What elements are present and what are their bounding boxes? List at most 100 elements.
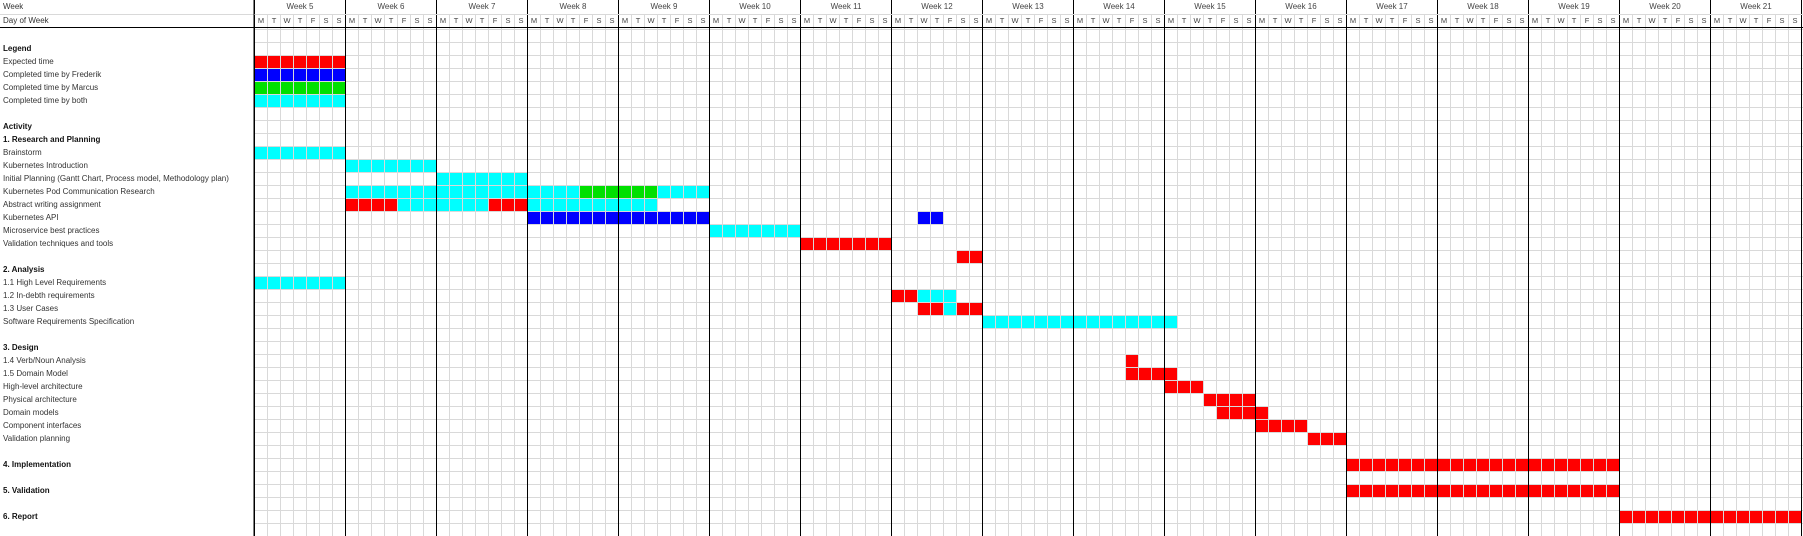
day-header: S [1155, 16, 1161, 25]
day-header: T [1272, 16, 1278, 25]
day-header: W [556, 16, 564, 25]
day-header: S [1597, 16, 1603, 25]
week-header: Week 17 [1376, 2, 1408, 11]
day-header: T [934, 16, 940, 25]
day-header: M [1622, 16, 1630, 25]
day-header: T [1090, 16, 1096, 25]
week-header: Week 9 [650, 2, 678, 11]
activity-label: Expected time [3, 57, 54, 66]
day-header: T [1025, 16, 1031, 25]
gantt-bar [488, 198, 528, 211]
day-header: W [1648, 16, 1656, 25]
day-header: F [492, 16, 498, 25]
week-header: Week 6 [377, 2, 405, 11]
day-header: T [1207, 16, 1213, 25]
day-header: F [947, 16, 953, 25]
day-header: S [414, 16, 420, 25]
day-header: M [257, 16, 265, 25]
day-header: T [752, 16, 758, 25]
day-header: S [1337, 16, 1343, 25]
section-heading: 6. Report [3, 512, 38, 521]
day-header: S [1701, 16, 1707, 25]
gantt-bar [436, 172, 528, 185]
day-header: M [1713, 16, 1721, 25]
activity-label: Physical architecture [3, 395, 77, 404]
activity-label: Completed time by both [3, 96, 88, 105]
day-header: T [908, 16, 914, 25]
activity-label: Component interfaces [3, 421, 82, 430]
day-header: W [1375, 16, 1383, 25]
day-header: S [869, 16, 875, 25]
week-header: Week 5 [286, 2, 314, 11]
activity-label: Kubernetes Pod Communication Research [3, 187, 155, 196]
activity-label: 1.4 Verb/Noun Analysis [3, 356, 86, 365]
day-header: S [1064, 16, 1070, 25]
section-heading: Activity [3, 122, 32, 131]
day-header: S [1779, 16, 1785, 25]
day-header: F [1038, 16, 1044, 25]
week-header: Week 10 [739, 2, 771, 11]
activity-label: Microservice best practices [3, 226, 100, 235]
day-header: F [765, 16, 771, 25]
day-header: F [1129, 16, 1135, 25]
day-header: F [674, 16, 680, 25]
gantt-bar [917, 289, 957, 302]
gantt-bar [1346, 458, 1620, 471]
day-header: S [1610, 16, 1616, 25]
activity-label: Kubernetes API [3, 213, 59, 222]
day-header: W [920, 16, 928, 25]
day-header: F [1311, 16, 1317, 25]
day-header: W [829, 16, 837, 25]
week-header: Week 12 [921, 2, 953, 11]
section-heading: 5. Validation [3, 486, 50, 495]
day-header: S [1324, 16, 1330, 25]
day-header: T [544, 16, 550, 25]
day-header: W [1193, 16, 1201, 25]
day-header: T [1181, 16, 1187, 25]
week-header: Week 16 [1285, 2, 1317, 11]
day-header: W [374, 16, 382, 25]
week-row-label: Week [3, 2, 24, 11]
gantt-bar [254, 55, 346, 68]
day-header: T [1753, 16, 1759, 25]
day-header: S [960, 16, 966, 25]
day-header: S [323, 16, 329, 25]
activity-label: 1.2 In-debth requirements [3, 291, 95, 300]
day-header: S [427, 16, 433, 25]
day-header: F [856, 16, 862, 25]
day-header: T [999, 16, 1005, 25]
day-header: F [401, 16, 407, 25]
gantt-bar [397, 198, 489, 211]
day-header: M [1349, 16, 1357, 25]
day-header: W [1284, 16, 1292, 25]
day-header: S [505, 16, 511, 25]
section-heading: 1. Research and Planning [3, 135, 101, 144]
section-heading: 2. Analysis [3, 265, 45, 274]
activity-label: Domain models [3, 408, 59, 417]
gantt-bar [943, 302, 957, 315]
day-header: F [1402, 16, 1408, 25]
day-header: S [1792, 16, 1798, 25]
day-header: M [985, 16, 993, 25]
day-header: S [1233, 16, 1239, 25]
day-header: T [1571, 16, 1577, 25]
activity-label: Validation planning [3, 434, 71, 443]
gantt-bar [254, 81, 346, 94]
day-header: T [362, 16, 368, 25]
day-header: T [661, 16, 667, 25]
activity-label: Software Requirements Specification [3, 317, 135, 326]
day-header: S [778, 16, 784, 25]
day-header: S [1519, 16, 1525, 25]
day-row-label: Day of Week [3, 16, 49, 25]
day-header: W [1557, 16, 1565, 25]
day-header: S [1428, 16, 1434, 25]
gantt-bar [345, 159, 437, 172]
day-header: M [621, 16, 629, 25]
day-header: T [453, 16, 459, 25]
day-header: T [635, 16, 641, 25]
day-header: W [283, 16, 291, 25]
day-header: T [1116, 16, 1122, 25]
gantt-bar [254, 276, 346, 289]
gantt-bar [254, 146, 346, 159]
